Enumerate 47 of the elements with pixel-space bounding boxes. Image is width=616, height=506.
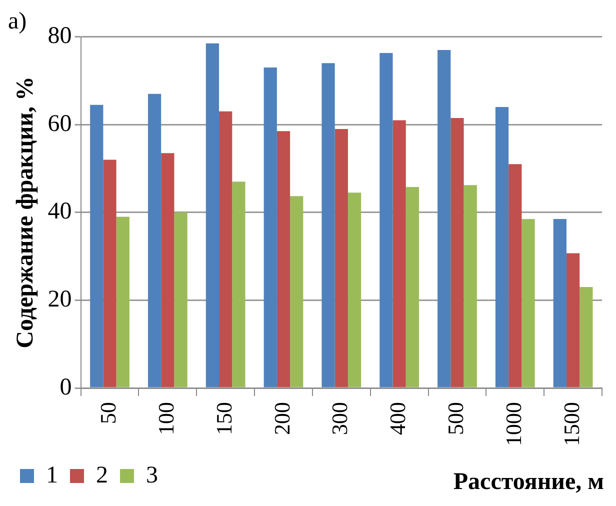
bar — [290, 196, 304, 388]
bar — [90, 104, 104, 388]
bar — [206, 43, 220, 388]
bar — [348, 192, 362, 388]
bar — [392, 120, 406, 388]
x-tick-label: 500 — [443, 402, 468, 435]
bar — [450, 118, 464, 388]
bar — [174, 212, 188, 388]
bar — [148, 94, 162, 388]
bar — [406, 186, 419, 388]
y-tick-label: 60 — [48, 110, 72, 137]
bar — [566, 253, 580, 388]
bar — [508, 164, 522, 388]
legend-label: 3 — [146, 462, 158, 488]
bar — [103, 160, 116, 388]
bar — [380, 53, 393, 388]
y-tick-label: 40 — [48, 198, 72, 225]
x-tick-label: 1000 — [500, 402, 526, 446]
bar — [438, 50, 451, 388]
x-tick-label: 1500 — [558, 402, 584, 446]
x-tick-label: 400 — [385, 402, 410, 435]
bar — [161, 153, 174, 388]
x-axis-title: Расстояние, м — [453, 469, 604, 496]
legend-label: 1 — [46, 462, 58, 488]
y-tick-label: 0 — [60, 374, 72, 400]
y-tick-label: 80 — [48, 23, 72, 50]
x-tick-label: 300 — [327, 402, 352, 435]
x-tick-label: 50 — [96, 402, 121, 424]
bar — [464, 185, 477, 388]
x-tick-label: 150 — [211, 402, 236, 435]
legend-label: 2 — [96, 462, 108, 488]
y-tick-label: 20 — [48, 286, 72, 312]
x-tick-label: 200 — [269, 402, 294, 435]
bar — [580, 287, 593, 388]
bar — [322, 63, 335, 388]
bar — [219, 111, 232, 388]
x-tick-label: 100 — [153, 402, 178, 435]
bar — [334, 128, 348, 388]
bar — [264, 68, 277, 388]
y-axis-title: Содержание фракции, % — [12, 76, 39, 348]
bar — [522, 218, 535, 388]
bar — [553, 218, 566, 388]
bar — [116, 216, 130, 388]
bar — [276, 131, 290, 388]
bar — [495, 107, 509, 388]
chart-title: a) — [8, 8, 27, 35]
bar — [232, 182, 246, 388]
